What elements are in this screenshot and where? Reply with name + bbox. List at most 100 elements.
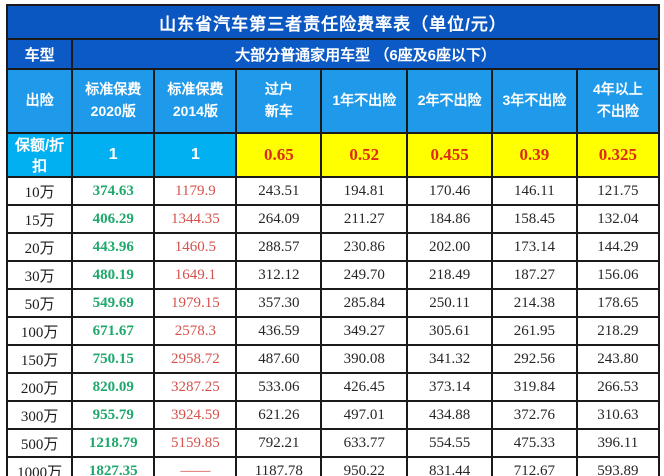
no-claim-1yr-cell: 211.27 (320, 204, 409, 234)
no-claim-1yr-cell: 349.27 (320, 316, 409, 346)
table-row: 200万 820.09 3287.25 533.06 426.45 373.14… (5, 372, 661, 402)
premium-2020-cell: 374.63 (71, 176, 156, 206)
table-row: 15万 406.29 1344.35 264.09 211.27 184.86 … (5, 204, 661, 234)
discount-value: 0.39 (491, 132, 578, 178)
no-claim-1yr-cell: 390.08 (320, 344, 409, 374)
premium-2014-cell: 1460.5 (153, 232, 238, 262)
no-claim-4yr-plus-cell: 396.11 (575, 428, 661, 458)
premium-2014-cell: 1179.9 (153, 176, 238, 206)
no-claim-4yr-plus-cell: 218.29 (575, 316, 661, 346)
coverage-amount-cell: 150万 (5, 344, 74, 374)
no-claim-3yr-cell: 214.38 (491, 288, 578, 318)
no-claim-1yr-cell: 230.86 (320, 232, 409, 262)
discount-value: 0.455 (406, 132, 494, 178)
column-header-claim: 出险 (5, 68, 74, 134)
no-claim-3yr-cell: 372.76 (491, 400, 578, 430)
column-header-3yr-no-claim: 3年不出险 (491, 68, 578, 134)
table-row: 500万 1218.79 5159.85 792.21 633.77 554.5… (5, 428, 661, 458)
table-row: 150万 750.15 2958.72 487.60 390.08 341.32… (5, 344, 661, 374)
no-claim-2yr-cell: 250.11 (406, 288, 494, 318)
table-row: 30万 480.19 1649.1 312.12 249.70 218.49 1… (5, 260, 661, 290)
insurance-rate-table: 山东省汽车第三者责任险费率表（单位/元） 车型 大部分普通家用车型 （6座及6座… (5, 4, 661, 476)
premium-2020-cell: 1827.35 (71, 456, 156, 476)
transfer-new-car-cell: 357.30 (235, 288, 323, 318)
premium-2020-cell: 406.29 (71, 204, 156, 234)
no-claim-1yr-cell: 950.22 (320, 456, 409, 476)
premium-2020-cell: 443.96 (71, 232, 156, 262)
no-claim-1yr-cell: 194.81 (320, 176, 409, 206)
premium-2020-cell: 820.09 (71, 372, 156, 402)
premium-2014-cell: 1649.1 (153, 260, 238, 290)
table-row: 1000万 1827.35 —— 1187.78 950.22 831.44 7… (5, 456, 661, 476)
transfer-new-car-cell: 1187.78 (235, 456, 323, 476)
coverage-amount-cell: 10万 (5, 176, 74, 206)
transfer-new-car-cell: 792.21 (235, 428, 323, 458)
column-header-4yr-plus: 4年以上 不出险 (575, 68, 661, 134)
table-row: 50万 549.69 1979.15 357.30 285.84 250.11 … (5, 288, 661, 318)
transfer-new-car-cell: 487.60 (235, 344, 323, 374)
no-claim-1yr-cell: 633.77 (320, 428, 409, 458)
column-header-standard-2014: 标准保费 2014版 (153, 68, 238, 134)
premium-2014-cell: 1979.15 (153, 288, 238, 318)
no-claim-3yr-cell: 292.56 (491, 344, 578, 374)
transfer-new-car-cell: 621.26 (235, 400, 323, 430)
no-claim-3yr-cell: 475.33 (491, 428, 578, 458)
no-claim-2yr-cell: 554.55 (406, 428, 494, 458)
no-claim-4yr-plus-cell: 144.29 (575, 232, 661, 262)
no-claim-2yr-cell: 202.00 (406, 232, 494, 262)
table-row: 10万 374.63 1179.9 243.51 194.81 170.46 1… (5, 176, 661, 206)
no-claim-3yr-cell: 173.14 (491, 232, 578, 262)
no-claim-2yr-cell: 184.86 (406, 204, 494, 234)
discount-row: 保额/折扣 1 1 0.65 0.52 0.455 0.39 0.325 (5, 132, 661, 178)
no-claim-4yr-plus-cell: 132.04 (575, 204, 661, 234)
premium-2020-cell: 750.15 (71, 344, 156, 374)
no-claim-3yr-cell: 146.11 (491, 176, 578, 206)
premium-2014-cell: —— (153, 456, 238, 476)
no-claim-1yr-cell: 249.70 (320, 260, 409, 290)
discount-value: 1 (71, 132, 156, 178)
coverage-amount-cell: 50万 (5, 288, 74, 318)
transfer-new-car-cell: 436.59 (235, 316, 323, 346)
no-claim-2yr-cell: 373.14 (406, 372, 494, 402)
discount-row-label: 保额/折扣 (5, 132, 74, 178)
no-claim-3yr-cell: 158.45 (491, 204, 578, 234)
no-claim-2yr-cell: 341.32 (406, 344, 494, 374)
no-claim-1yr-cell: 426.45 (320, 372, 409, 402)
no-claim-2yr-cell: 305.61 (406, 316, 494, 346)
no-claim-3yr-cell: 712.67 (491, 456, 578, 476)
coverage-amount-cell: 1000万 (5, 456, 74, 476)
premium-2014-cell: 1344.35 (153, 204, 238, 234)
no-claim-4yr-plus-cell: 121.75 (575, 176, 661, 206)
no-claim-2yr-cell: 434.88 (406, 400, 494, 430)
transfer-new-car-cell: 243.51 (235, 176, 323, 206)
transfer-new-car-cell: 264.09 (235, 204, 323, 234)
coverage-amount-cell: 30万 (5, 260, 74, 290)
coverage-amount-cell: 200万 (5, 372, 74, 402)
no-claim-3yr-cell: 261.95 (491, 316, 578, 346)
premium-2020-cell: 955.79 (71, 400, 156, 430)
column-header-1yr-no-claim: 1年不出险 (320, 68, 409, 134)
discount-value: 0.65 (235, 132, 323, 178)
no-claim-1yr-cell: 285.84 (320, 288, 409, 318)
coverage-amount-cell: 20万 (5, 232, 74, 262)
premium-2020-cell: 671.67 (71, 316, 156, 346)
no-claim-4yr-plus-cell: 178.65 (575, 288, 661, 318)
no-claim-2yr-cell: 218.49 (406, 260, 494, 290)
no-claim-4yr-plus-cell: 156.06 (575, 260, 661, 290)
premium-2020-cell: 549.69 (71, 288, 156, 318)
table-row: 300万 955.79 3924.59 621.26 497.01 434.88… (5, 400, 661, 430)
discount-value: 0.52 (320, 132, 409, 178)
no-claim-4yr-plus-cell: 593.89 (575, 456, 661, 476)
model-row: 车型 大部分普通家用车型 （6座及6座以下） (5, 38, 660, 70)
rate-table-body: 山东省汽车第三者责任险费率表（单位/元） 车型 大部分普通家用车型 （6座及6座… (5, 4, 661, 476)
transfer-new-car-cell: 533.06 (235, 372, 323, 402)
model-row-value: 大部分普通家用车型 （6座及6座以下） (71, 38, 660, 70)
no-claim-4yr-plus-cell: 266.53 (575, 372, 661, 402)
column-header-2yr-no-claim: 2年不出险 (406, 68, 494, 134)
no-claim-3yr-cell: 319.84 (491, 372, 578, 402)
column-header-row: 出险 标准保费 2020版 标准保费 2014版 过户 新车 1年不出险 2年不… (5, 68, 661, 134)
no-claim-4yr-plus-cell: 243.80 (575, 344, 661, 374)
coverage-amount-cell: 15万 (5, 204, 74, 234)
no-claim-3yr-cell: 187.27 (491, 260, 578, 290)
